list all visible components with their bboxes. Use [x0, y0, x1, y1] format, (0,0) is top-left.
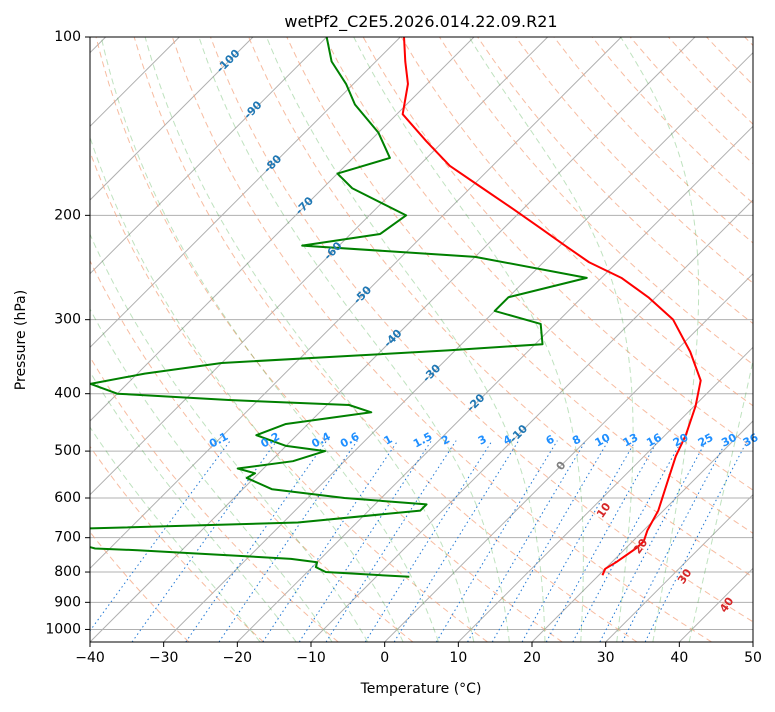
isotherm-line — [753, 37, 775, 642]
wetbulb-label: 40 — [717, 595, 737, 615]
x-axis-label: Temperature (°C) — [360, 681, 482, 697]
x-tick-label: −30 — [149, 650, 179, 666]
dry-adiabat — [707, 37, 775, 642]
moist-adiabat — [469, 37, 633, 642]
dry-adiabat — [0, 37, 264, 642]
mixing-ratio-line — [394, 441, 519, 642]
dry-adiabat — [211, 37, 775, 642]
mixing-ratio-line — [263, 441, 398, 642]
isotherm-line — [0, 37, 474, 642]
y-tick-label: 800 — [54, 564, 81, 580]
mixing-ratio-line — [492, 441, 608, 642]
dry-adiabat — [58, 37, 488, 642]
x-tick-label: −10 — [296, 650, 326, 666]
y-tick-label: 900 — [54, 594, 81, 610]
dry-adiabat — [439, 37, 775, 642]
x-tick-label: 10 — [449, 650, 467, 666]
y-axis-label: Pressure (hPa) — [13, 290, 29, 390]
isotherm-line — [0, 37, 253, 642]
isotherm-line — [237, 37, 775, 642]
dry-adiabat — [516, 37, 775, 642]
mixing-ratio-label: 13 — [621, 431, 641, 450]
y-tick-label: 300 — [54, 312, 81, 328]
moist-adiabat — [33, 37, 368, 642]
mixing-ratio-line — [600, 441, 706, 642]
dry-adiabat — [554, 37, 775, 642]
isotherm-line — [16, 37, 621, 642]
mixing-ratio-label: 1 — [382, 433, 395, 448]
temperature-profile — [403, 37, 701, 575]
mixing-ratio-label: 16 — [644, 431, 664, 450]
moist-adiabat — [0, 37, 260, 642]
x-tick-label: 20 — [523, 650, 541, 666]
y-tick-label: 600 — [54, 490, 81, 506]
moist-adiabat — [64, 37, 403, 642]
isotherm-line — [679, 37, 775, 642]
y-tick-label: 1000 — [45, 621, 81, 637]
mixing-ratio-label: 0.4 — [309, 430, 333, 451]
isotherm-line — [532, 37, 775, 642]
isotherm-label: -80 — [261, 152, 284, 175]
y-tick-label: 700 — [54, 530, 81, 546]
mixing-ratio-line — [365, 441, 492, 642]
x-tick-label: −20 — [223, 650, 253, 666]
dry-adiabat — [745, 37, 775, 642]
mixing-ratio-label: 36 — [741, 431, 761, 450]
y-tick-label: 200 — [54, 207, 81, 223]
mixing-ratio-label: 2 — [439, 433, 452, 448]
mixing-ratio-line — [82, 441, 230, 642]
mixing-ratio-label: 30 — [719, 431, 739, 450]
chart-title: wetPf2_C2E5.2026.014.22.09.R21 — [284, 12, 557, 32]
y-tick-label: 100 — [54, 29, 81, 45]
dewpoint-profile — [25, 37, 587, 577]
mixing-ratio-label: 1.5 — [411, 430, 434, 451]
x-tick-label: 0 — [380, 650, 389, 666]
y-tick-label: 500 — [54, 443, 81, 459]
x-tick-label: −40 — [75, 650, 105, 666]
mixing-ratio-label: 25 — [696, 431, 716, 450]
x-tick-label: 50 — [744, 650, 762, 666]
mixing-ratio-label: 10 — [593, 431, 613, 450]
isotherm-line — [164, 37, 769, 642]
mixing-ratio-label: 3 — [476, 433, 489, 448]
x-tick-label: 40 — [670, 650, 688, 666]
isotherm-line — [385, 37, 775, 642]
isotherm-line — [0, 37, 400, 642]
mixing-ratio-line — [219, 441, 357, 642]
isotherm-line — [458, 37, 775, 642]
dry-adiabat — [20, 37, 413, 642]
wetbulb-label: 20 — [631, 536, 651, 556]
mixing-ratio-line — [186, 441, 327, 642]
x-tick-label: 30 — [597, 650, 615, 666]
moist-adiabat — [689, 37, 775, 642]
y-tick-label: 400 — [54, 386, 81, 402]
